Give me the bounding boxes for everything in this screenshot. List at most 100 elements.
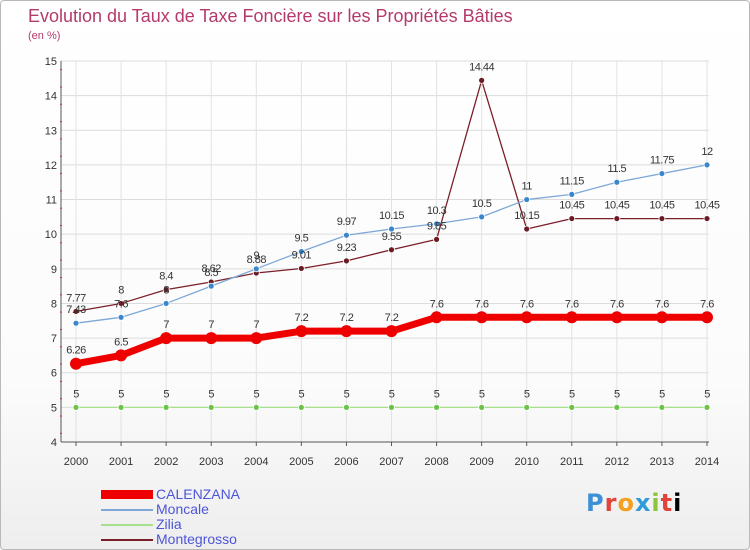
data-label-zilia: 5 [253,388,259,400]
x-tick-label: 2006 [334,456,358,468]
data-label-montegrosso: 14.44 [469,61,494,73]
logo-letter: P [586,489,605,517]
data-point-montegrosso [703,215,711,222]
data-point-zilia [658,403,666,411]
data-label-zilia: 5 [118,388,124,400]
data-point-calenzana [610,311,623,324]
data-point-zilia [207,403,215,411]
x-tick-label: 2013 [650,456,674,468]
data-label-calenzana: 7.2 [294,312,308,324]
x-tick-label: 2009 [469,456,493,468]
data-point-moncale [613,178,621,186]
x-tick-label: 2008 [424,456,448,468]
data-point-moncale [658,170,666,177]
legend-label-moncale: Moncale [156,501,209,517]
data-point-zilia [568,403,576,411]
data-point-moncale [343,231,350,239]
data-label-calenzana: 7 [208,319,214,331]
data-point-montegrosso [478,76,486,84]
y-tick-label: 14 [45,91,57,103]
x-tick-label: 2012 [605,456,629,468]
data-label-zilia: 5 [299,388,305,400]
data-label-moncale: 11.5 [608,163,627,175]
data-point-moncale [703,161,711,169]
data-label-montegrosso: 8 [118,284,124,296]
series-layer [70,76,713,411]
data-point-moncale [252,265,260,273]
data-label-montegrosso: 10.45 [559,200,584,212]
data-label-calenzana: 7 [163,319,169,331]
data-label-montegrosso: 8.88 [247,254,267,266]
data-label-zilia: 5 [524,388,530,400]
chart-title: Evolution du Taux de Taxe Foncière sur l… [28,6,513,26]
data-point-calenzana [70,357,82,370]
logo-letter: r [604,489,618,517]
logo-letter: i [651,489,661,517]
y-tick-label: 4 [51,437,57,449]
data-point-calenzana [340,325,353,338]
logo-letter: o [617,489,635,517]
data-label-montegrosso: 8.4 [159,271,173,283]
data-point-zilia [297,403,305,411]
x-tick-label: 2002 [154,456,178,468]
data-label-moncale: 9.97 [337,216,357,228]
data-label-montegrosso: 10.45 [649,200,674,212]
legend-label-calenzana: CALENZANA [156,486,241,502]
data-point-montegrosso [658,215,666,222]
data-point-calenzana [430,311,443,324]
y-tick-label: 10 [45,229,57,241]
data-point-moncale [388,225,395,233]
data-label-calenzana: 6.26 [66,345,86,357]
data-label-montegrosso: 9.55 [382,231,402,243]
data-point-calenzana [385,325,398,338]
data-point-calenzana [205,332,218,345]
legend-swatch-calenzana [101,490,153,499]
data-point-montegrosso [568,215,576,222]
data-point-calenzana [655,311,668,324]
data-label-montegrosso: 10.45 [694,200,719,212]
data-label-calenzana: 7.6 [655,298,669,310]
data-label-montegrosso: 10.45 [604,200,629,212]
data-label-moncale: 10.15 [379,210,404,222]
data-label-moncale: 8 [163,284,169,296]
data-label-zilia: 5 [163,388,169,400]
data-point-montegrosso [613,215,621,222]
data-point-zilia [117,403,125,411]
data-point-montegrosso [72,308,80,315]
data-label-zilia: 5 [73,388,79,400]
data-label-moncale: 10.3 [427,205,447,217]
data-label-calenzana: 7.2 [340,312,354,324]
data-label-zilia: 5 [344,388,350,400]
data-label-calenzana: 7.6 [430,298,444,310]
data-label-calenzana: 7.6 [475,298,489,310]
x-tick-label: 2004 [244,456,268,468]
logo-letter: i [673,489,683,517]
data-point-moncale [72,319,80,327]
data-point-moncale [297,248,305,255]
data-point-montegrosso [433,235,440,243]
data-label-moncale: 7.6 [114,298,128,310]
data-label-zilia: 5 [704,388,710,400]
y-tick-label: 12 [45,160,57,172]
data-label-zilia: 5 [389,388,395,400]
y-tick-label: 5 [51,402,57,414]
data-label-montegrosso: 10.15 [514,210,539,222]
data-point-montegrosso [117,300,125,307]
data-label-calenzana: 7.6 [700,298,714,310]
data-point-calenzana [475,311,488,324]
y-tick-label: 7 [51,333,57,345]
data-point-zilia [613,403,621,411]
data-label-montegrosso: 9.23 [337,242,357,254]
axes: 4 5 6 7 8 9 10 11 12 13 14 15 2000 2001 2002 2003 2004 20… [45,56,719,468]
data-label-zilia: 5 [434,388,440,400]
data-label-zilia: 5 [208,388,214,400]
data-label-moncale: 11.15 [560,175,585,187]
data-point-moncale [162,300,170,307]
data-label-moncale: 11.75 [650,155,675,167]
data-point-zilia [162,403,170,411]
data-point-zilia [252,403,260,411]
data-point-zilia [72,403,80,411]
data-label-moncale: 11 [522,181,533,193]
